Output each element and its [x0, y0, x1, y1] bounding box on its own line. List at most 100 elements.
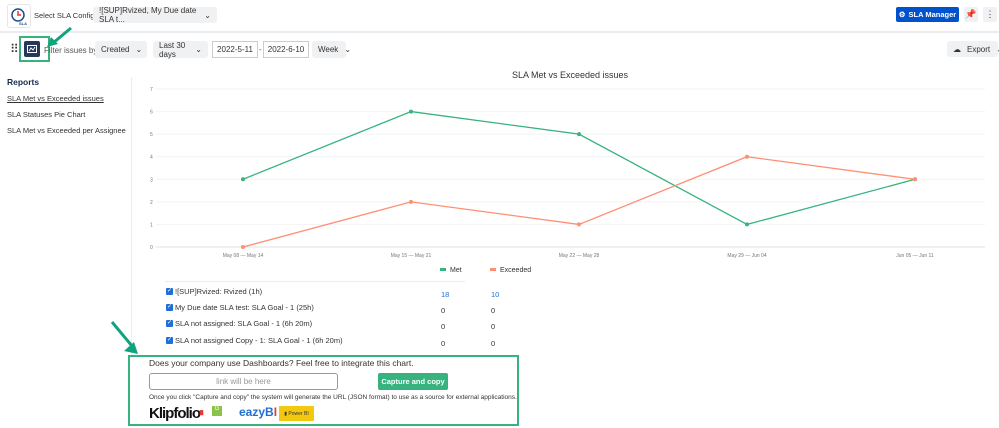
kebab-icon: ⋮: [985, 9, 995, 19]
config-value: ![SUP]Rvized, My Due date SLA t...: [99, 6, 197, 24]
data-point: [577, 132, 581, 137]
met-count[interactable]: 18: [441, 290, 450, 299]
x-tick-label: May 15 — May 21: [391, 253, 432, 259]
y-tick-label: 4: [150, 155, 153, 161]
met-count: 0: [441, 339, 446, 348]
powerbi-logo: ▮ Power BI: [279, 406, 314, 421]
data-point: [577, 222, 581, 227]
data-point: [241, 177, 245, 182]
pin-icon: 📌: [965, 9, 977, 19]
sla-row: ✓ SLA not assigned Copy - 1: SLA Goal - 1…: [166, 336, 343, 345]
pin-button[interactable]: 📌: [964, 7, 978, 22]
x-tick-label: May 08 — May 14: [223, 253, 264, 259]
eazybi-logo: eazyBI: [239, 405, 278, 419]
sla-row: ✓ SLA not assigned: SLA Goal - 1 (6h 20m): [166, 319, 312, 328]
chevron-down-icon: ⌄: [204, 10, 211, 20]
reports-sidebar: Reports SLA Met vs Exceeded issues SLA S…: [7, 77, 126, 142]
exceeded-count: 0: [491, 322, 496, 331]
sla-row: ✓ ![SUP]Rvized: Rvized (1h): [166, 287, 262, 296]
chevron-down-icon: ⌄: [135, 45, 143, 54]
report-link-pie-chart[interactable]: SLA Statuses Pie Chart: [7, 110, 86, 119]
chevron-down-icon: ⌄: [996, 45, 999, 54]
range-select[interactable]: Last 30 days ⌄: [153, 40, 208, 59]
highlight-box: [19, 36, 50, 62]
chart-title: SLA Met vs Exceeded issues: [512, 70, 629, 80]
row-checkbox[interactable]: ✓: [166, 304, 173, 311]
data-point: [409, 109, 413, 114]
report-link-met-vs-exceeded[interactable]: SLA Met vs Exceeded issues: [7, 94, 104, 103]
range-value: Last 30 days: [159, 40, 186, 59]
exceeded-count: 0: [491, 306, 496, 315]
y-tick-label: 1: [150, 222, 153, 228]
more-button[interactable]: ⋮: [983, 7, 997, 22]
filter-value: Created: [101, 45, 130, 54]
data-point: [745, 222, 749, 227]
sla-row: ✓ My Due date SLA test: SLA Goal - 1 (25h…: [166, 303, 314, 312]
filter-select[interactable]: Created ⌄: [95, 41, 147, 58]
export-button[interactable]: ☁ Export ⌄: [947, 41, 999, 57]
chart-view-button[interactable]: [24, 41, 40, 57]
date-to-input[interactable]: 2022-6-10: [263, 41, 309, 58]
chart-icon: [27, 45, 37, 53]
exceeded-count[interactable]: 10: [491, 290, 500, 299]
line-chart: SLA Met vs Exceeded issues 0 1 2 3 4 5 6 7 May 08…: [150, 70, 985, 274]
y-tick-label: 5: [150, 132, 153, 138]
row-checkbox[interactable]: ✓: [166, 320, 173, 327]
app-logo: SLA: [7, 4, 31, 28]
cloud-download-icon: ☁: [953, 44, 961, 54]
arrow-annotation-icon: [110, 321, 138, 354]
date-separator: -: [259, 45, 262, 54]
chevron-down-icon: ⌄: [195, 45, 202, 54]
reports-title: Reports: [7, 77, 40, 87]
data-point: [241, 245, 245, 249]
klipfolio-logo: Klipfolio▘: [149, 405, 206, 422]
date-from-input[interactable]: 2022-5-11: [212, 41, 258, 58]
svg-text:SLA: SLA: [19, 21, 27, 26]
data-point: [913, 177, 917, 182]
row-label: My Due date SLA test: SLA Goal - 1 (25h): [175, 303, 314, 312]
met-count: 0: [441, 322, 446, 331]
sla-manager-label: SLA Manager: [908, 10, 957, 19]
arrow-annotation-icon: [47, 26, 72, 47]
integration-question: Does your company use Dashboards? Feel f…: [149, 358, 414, 368]
integration-box: [128, 355, 519, 426]
header-divider: [0, 31, 999, 33]
period-select[interactable]: Week ⌄: [312, 41, 351, 58]
legend-label: Exceeded: [500, 267, 531, 274]
link-input[interactable]: link will be here: [149, 373, 338, 390]
row-checkbox[interactable]: ✓: [166, 288, 173, 295]
exceeded-count: 0: [491, 339, 496, 348]
filter-label: Filter issues by:: [44, 46, 100, 55]
export-label: Export: [967, 44, 991, 54]
met-count: 0: [441, 306, 446, 315]
data-point: [409, 199, 413, 204]
report-link-per-assignee[interactable]: SLA Met vs Exceeded per Assignee: [7, 126, 126, 135]
x-tick-label: May 22 — May 28: [559, 253, 600, 259]
row-label: SLA not assigned Copy - 1: SLA Goal - 1 …: [175, 336, 343, 345]
x-tick-label: May 29 — Jun 04: [727, 253, 766, 259]
x-tick-label: Jun 05 — Jun 11: [896, 253, 934, 259]
capture-and-copy-button[interactable]: Capture and copy: [378, 373, 448, 390]
data-point: [745, 154, 749, 159]
y-tick-label: 0: [150, 245, 153, 251]
chevron-down-icon: ⌄: [344, 45, 352, 54]
y-tick-label: 6: [150, 110, 153, 116]
row-label: SLA not assigned: SLA Goal - 1 (6h 20m): [175, 319, 313, 328]
row-checkbox[interactable]: ✓: [166, 337, 173, 344]
sidebar-divider: [131, 77, 132, 355]
table-divider: [165, 281, 465, 282]
period-value: Week: [318, 45, 339, 54]
y-tick-label: 7: [150, 87, 153, 93]
config-label: Select SLA Config: [34, 11, 95, 20]
row-label: ![SUP]Rvized: Rvized (1h): [175, 287, 263, 296]
legend-label: Met: [450, 267, 462, 274]
sla-manager-button[interactable]: ⚙ SLA Manager: [896, 7, 959, 22]
grid-view-icon[interactable]: ⠿: [10, 42, 19, 56]
y-tick-label: 2: [150, 200, 153, 206]
legend-swatch: [440, 268, 446, 271]
legend-swatch: [490, 268, 496, 271]
series-line-met: [242, 110, 916, 226]
sla-config-select[interactable]: ![SUP]Rvized, My Due date SLA t... ⌄: [93, 6, 217, 24]
geckoboard-logo: G: [212, 406, 222, 416]
integration-note: Once you click "Capture and copy" the sy…: [149, 394, 517, 401]
